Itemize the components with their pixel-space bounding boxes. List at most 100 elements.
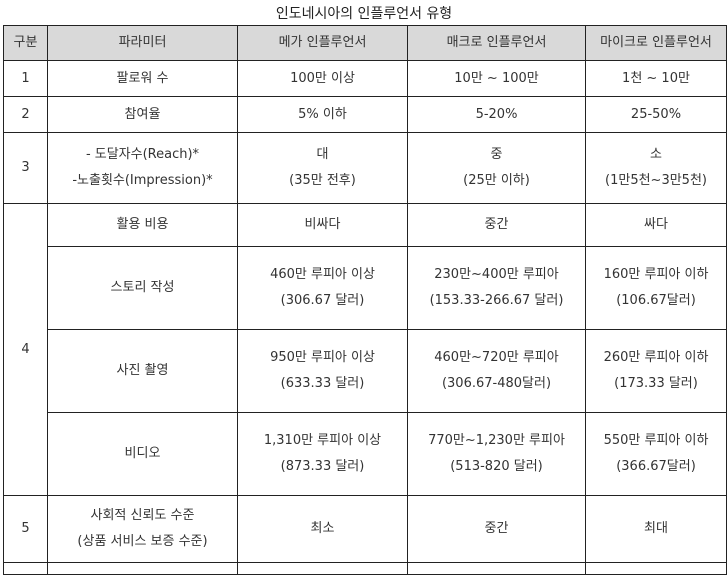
- cell-line: 260만 루피아 이하: [603, 350, 709, 365]
- table-row: 5 사회적 신뢰도 수준 (상품 서비스 보증 수준) 최소 중간 최대: [3, 495, 727, 563]
- cell-line: 460만 루피아 이상: [270, 267, 375, 282]
- parameter-cell: - 도달자수(Reach)* -노출횟수(Impression)*: [47, 132, 238, 204]
- cell-line: 중간: [484, 521, 509, 536]
- cell-line: 10만 ~ 100만: [454, 70, 539, 86]
- cell-line: (106.67달러): [616, 293, 696, 308]
- cell-line: 중간: [484, 217, 509, 232]
- micro-cell: 소 (1만5천~3만5천): [585, 132, 727, 204]
- parameter-cell: 참여율: [47, 96, 238, 133]
- table-row: 스토리 작성 460만 루피아 이상 (306.67 달러) 230만~400만 루피…: [4, 246, 727, 330]
- cell-line: 5-20%: [475, 106, 518, 122]
- header-cell-mega: 메가 인플루언서: [237, 25, 408, 61]
- cell-line: 비디오: [124, 446, 161, 461]
- header-cell-category: 구분: [3, 25, 48, 61]
- cell-line: 스토리 작성: [110, 280, 175, 295]
- micro-cell: 최대: [585, 495, 727, 563]
- mega-cell: 비싸다: [237, 203, 408, 247]
- micro-cell: 160만 루피아 이하 (106.67달러): [585, 246, 727, 330]
- cell-line: (173.33 달러): [614, 376, 698, 391]
- header-cell-micro: 마이크로 인플루언서: [585, 25, 727, 61]
- macro-cell: 10만 ~ 100만: [407, 60, 586, 97]
- macro-cell: 중 (25만 이하): [407, 132, 586, 204]
- macro-cell: 230만~400만 루피아 (153.33-266.67 달러): [407, 246, 586, 330]
- cell-line: - 도달자수(Reach)*: [85, 147, 200, 162]
- cell-line: 소: [650, 147, 662, 162]
- row-number-cell: 5: [3, 495, 48, 563]
- cell-line: (1만5천~3만5천): [605, 173, 707, 188]
- cell-line: (306.67-480달러): [441, 376, 552, 391]
- table-row: 1 팔로워 수 100만 이상 10만 ~ 100만 1천 ~ 10만: [3, 60, 727, 97]
- cell-line: 100만 이상: [290, 70, 355, 86]
- cell-line: 25-50%: [630, 106, 682, 122]
- micro-cell: 550만 루피아 이하 (366.67달러): [585, 412, 727, 496]
- cell-line: 싸다: [644, 217, 668, 232]
- influencer-types-table: 구분 파라미터 메가 인플루언서 매크로 인플루언서 마이크로 인플루언서 1 팔…: [3, 25, 727, 575]
- micro-cell: 25-50%: [585, 96, 727, 133]
- mega-cell: 460만 루피아 이상 (306.67 달러): [237, 246, 408, 330]
- table-title: 인도네시아의 인플루언서 유형: [275, 6, 453, 22]
- row-number-cell: 1: [3, 60, 48, 97]
- micro-cell: 1천 ~ 10만: [585, 60, 727, 97]
- cell-line: (366.67달러): [616, 459, 696, 474]
- parameter-cell: 사회적 신뢰도 수준 (상품 서비스 보증 수준): [47, 495, 238, 563]
- macro-cell: 중간: [407, 495, 586, 563]
- cell-line: 활용 비용: [116, 217, 169, 232]
- cell-line: (153.33-266.67 달러): [429, 293, 564, 308]
- cell-line: 160만 루피아 이하: [603, 267, 709, 282]
- parameter-cell: 비디오: [47, 412, 238, 496]
- macro-cell: 중간: [407, 203, 586, 247]
- mega-cell: 1,310만 루피아 이상 (873.33 달러): [237, 412, 408, 496]
- parameter-cell: 활용 비용: [47, 203, 238, 247]
- cell-line: 770만~1,230만 루피아: [428, 433, 565, 448]
- table-row-partial: [3, 562, 727, 575]
- header-cell-parameter: 파라미터: [47, 25, 238, 61]
- cell-line: (873.33 달러): [280, 459, 365, 474]
- mega-cell: 5% 이하: [237, 96, 408, 133]
- parameter-cell: 스토리 작성: [47, 246, 238, 330]
- header-cell-macro: 매크로 인플루언서: [407, 25, 586, 61]
- macro-cell: 5-20%: [407, 96, 586, 133]
- macro-cell: 770만~1,230만 루피아 (513-820 달러): [407, 412, 586, 496]
- cell-line: -노출횟수(Impression)*: [72, 173, 213, 188]
- cell-line: (25만 이하): [463, 173, 530, 188]
- cell-line: 대: [316, 147, 329, 162]
- cell-line: (상품 서비스 보증 수준): [77, 534, 208, 549]
- mega-cell: 950만 루피아 이상 (633.33 달러): [237, 329, 408, 413]
- cell-line: 1천 ~ 10만: [622, 70, 690, 86]
- parameter-cell: 팔로워 수: [47, 60, 238, 97]
- table-row: 3 - 도달자수(Reach)* -노출횟수(Impression)* 대 (35만 전…: [3, 132, 727, 204]
- table-row: 비디오 1,310만 루피아 이상 (873.33 달러) 770만~1,230만 루…: [4, 412, 727, 496]
- mega-cell: 대 (35만 전후): [237, 132, 408, 204]
- cell-line: (513-820 달러): [450, 459, 543, 474]
- cell-line: 팔로워 수: [116, 70, 169, 86]
- cell-line: 비싸다: [304, 217, 341, 232]
- cell-line: (633.33 달러): [280, 376, 365, 391]
- cell-line: 참여율: [124, 106, 161, 122]
- mega-cell: 100만 이상: [237, 60, 408, 97]
- cell-line: 사진 촬영: [116, 363, 169, 378]
- macro-cell: 460만~720만 루피아 (306.67-480달러): [407, 329, 586, 413]
- cell-line: (306.67 달러): [280, 293, 365, 308]
- cell-line: (35만 전후): [289, 173, 356, 188]
- cell-line: 1,310만 루피아 이상: [263, 433, 382, 448]
- table-row: 4 활용 비용 비싸다 중간 싸다: [3, 203, 727, 496]
- cell-line: 230만~400만 루피아: [434, 267, 559, 282]
- row-number-cell: 4: [3, 203, 48, 496]
- cell-line: 460만~720만 루피아: [434, 350, 559, 365]
- micro-cell: 싸다: [585, 203, 727, 247]
- mega-cell: 최소: [237, 495, 408, 563]
- row-number-cell: 3: [3, 132, 48, 204]
- cell-line: 사회적 신뢰도 수준: [90, 508, 195, 523]
- table-row: 2 참여율 5% 이하 5-20% 25-50%: [3, 96, 727, 133]
- cell-line: 최소: [310, 521, 335, 536]
- cell-line: 950만 루피아 이상: [270, 350, 375, 365]
- row-number-cell: 2: [3, 96, 48, 133]
- table-row: 사진 촬영 950만 루피아 이상 (633.33 달러) 460만~720만 루피아…: [4, 329, 727, 413]
- cell-line: 550만 루피아 이하: [603, 433, 709, 448]
- micro-cell: 260만 루피아 이하 (173.33 달러): [585, 329, 727, 413]
- cell-line: 중: [490, 147, 503, 162]
- parameter-cell: 사진 촬영: [47, 329, 238, 413]
- cell-line: 5% 이하: [298, 106, 347, 122]
- cell-line: 최대: [644, 521, 668, 536]
- table-header-row: 구분 파라미터 메가 인플루언서 매크로 인플루언서 마이크로 인플루언서: [3, 25, 727, 61]
